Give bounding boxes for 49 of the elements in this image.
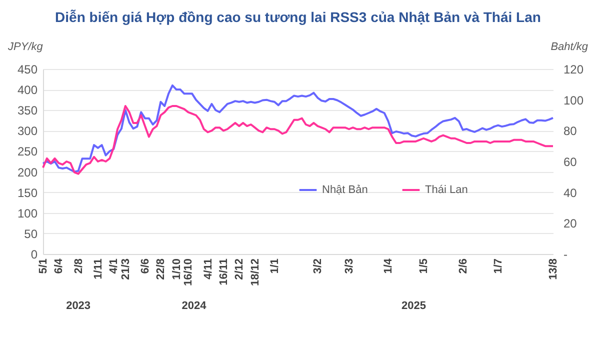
- x-tick-label: 2/8: [72, 258, 85, 274]
- y2-axis-title: Baht/kg: [550, 41, 589, 53]
- y2-tick-label: 120: [564, 62, 584, 76]
- x-tick-label: 1/4: [382, 258, 395, 274]
- y-tick-label: 200: [17, 165, 38, 180]
- x-tick-label: 16/10: [182, 258, 195, 286]
- line-series: [42, 105, 554, 175]
- x-tick-label: 2/12: [234, 258, 246, 280]
- x-tick-label: 3/3: [344, 258, 356, 274]
- y-tick-label: 350: [17, 104, 38, 118]
- text: 2024: [182, 300, 208, 312]
- y-tick-label: 400: [17, 83, 38, 98]
- x-tick-label: 1/11: [92, 258, 104, 280]
- x-tick-label: 21/3: [120, 258, 132, 280]
- chart-title: Diễn biến giá Hợp đồng cao su tương lai RSS3 của Nhật Bản và Thái Lan: [55, 9, 541, 25]
- x-tick-label: 18/12: [249, 258, 262, 286]
- y-tick-label: 250: [17, 144, 38, 159]
- x-tick-label: 16/11: [218, 258, 230, 286]
- line-series: [42, 84, 554, 173]
- y-tick-label: 450: [17, 62, 38, 76]
- x-tick-label: 1/7: [492, 258, 505, 274]
- x-tick-label: 4/1: [108, 258, 120, 274]
- x-tick-label: 1/5: [418, 258, 430, 274]
- x-tick-label: 6/6: [140, 258, 152, 274]
- y2-tick-label: -: [564, 248, 568, 262]
- y2-tick-label: 60: [564, 155, 578, 169]
- x-tick-label: 6/4: [53, 258, 66, 274]
- text: 2023: [66, 300, 91, 312]
- x-tick-label: 13/8: [548, 258, 560, 280]
- legend-label: Thái Lan: [425, 184, 468, 196]
- x-tick-label: 1/1: [268, 258, 281, 274]
- x-tick-label: 22/8: [155, 258, 168, 280]
- y2-tick-label: 100: [564, 93, 584, 108]
- x-tick-label: 3/2: [312, 258, 324, 274]
- y-axis-title: JPY/kg: [7, 41, 44, 53]
- x-tick-label: 1/10: [170, 258, 183, 280]
- y-tick-label: 50: [24, 226, 38, 241]
- y-tick-label: 150: [17, 186, 38, 200]
- x-tick-label: 4/11: [202, 258, 214, 280]
- y2-tick-label: 40: [564, 186, 578, 200]
- x-tick-label: 5/1: [38, 258, 50, 274]
- legend-label: Nhật Bản: [322, 184, 368, 196]
- text: 2025: [401, 300, 426, 312]
- y-tick-label: 100: [17, 206, 38, 220]
- x-tick-label: 2/6: [457, 258, 470, 274]
- y-tick-label: 0: [30, 248, 38, 262]
- y2-tick-label: 20: [564, 216, 578, 231]
- y2-tick-label: 80: [564, 124, 578, 138]
- y-tick-label: 300: [17, 124, 38, 138]
